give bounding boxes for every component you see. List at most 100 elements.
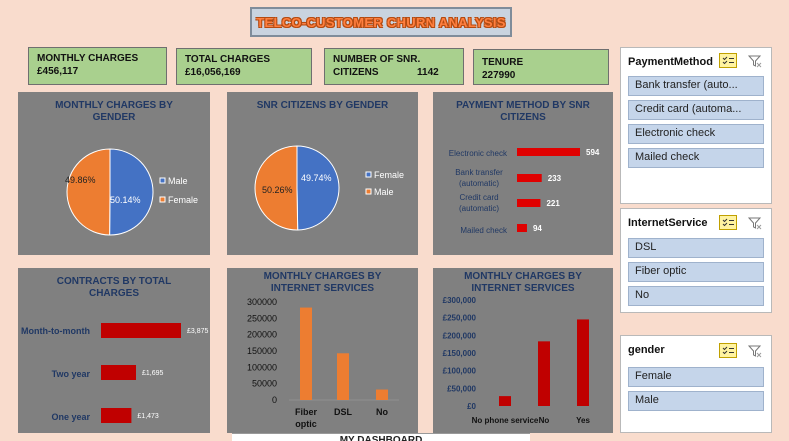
kpi-monthly-charges: MONTHLY CHARGES £456,117: [28, 47, 167, 85]
legend-label-female: Female: [374, 170, 404, 180]
category-label: Fiber optic: [295, 407, 318, 429]
legend-swatch-female: [159, 196, 166, 203]
chart-title: MONTHLY CHARGES BY INTERNET SERVICES: [464, 271, 582, 294]
pie-slice-male: [254, 145, 299, 231]
bar-mailed-check: [517, 224, 527, 232]
slicer-title: InternetService: [628, 217, 708, 229]
chart-panel-contracts: CONTRACTS BY TOTAL CHARGES Month-to-mont…: [18, 268, 210, 433]
category-label: Bank transfer (automatic): [455, 168, 503, 188]
slicer-item-no[interactable]: No: [628, 286, 764, 306]
legend-swatch-male: [365, 188, 372, 195]
kpi-total-charges: TOTAL CHARGES £16,056,169: [176, 48, 312, 85]
pie-slice-male: [109, 148, 154, 236]
pie-data-label: 49.74%: [301, 173, 332, 183]
bar-bank-transfer: [517, 174, 542, 182]
y-tick-label: 250000: [247, 313, 277, 323]
category-label: One year: [51, 412, 90, 422]
chart-title: MONTHLY CHARGES BY GENDER: [55, 100, 173, 123]
category-label: Electronic check: [449, 149, 508, 158]
slicer-item-bank-transfer[interactable]: Bank transfer (auto...: [628, 76, 764, 96]
bar-no: [538, 341, 550, 406]
bar-data-label: 233: [548, 174, 562, 183]
bar-chart-svg: Month-to-month Two year One year £3,875 …: [21, 323, 209, 423]
dashboard-title: TELCO-CUSTOMER CHURN ANALYSIS: [256, 14, 506, 30]
chart-title: MONTHLY CHARGES BY INTERNET SERVICES: [263, 271, 382, 294]
pie-data-label: 49.86%: [65, 175, 96, 185]
category-label: No: [376, 407, 388, 417]
y-tick-label: 150000: [247, 346, 277, 356]
bar-fiber-optic: [300, 307, 312, 400]
legend-label-female: Female: [168, 195, 198, 205]
slicer-title: gender: [628, 344, 665, 356]
category-label: Yes: [576, 416, 590, 425]
kpi-label: TOTAL CHARGES: [185, 54, 271, 65]
category-label: No: [539, 416, 550, 425]
pie-data-label: 50.14%: [110, 195, 141, 205]
pie-slice-female: [296, 145, 340, 231]
clear-filter-icon[interactable]: [748, 54, 762, 68]
bar-data-label: £1,473: [137, 413, 159, 420]
kpi-value: 227990: [482, 70, 516, 81]
y-tick-label: £250,000: [443, 314, 477, 323]
chart-panel-snr-citizens-gender: SNR CITIZENS BY GENDER 49.74% 50.26% Fem…: [227, 92, 418, 255]
chart-panel-monthly-charges-gender: MONTHLY CHARGES BY GENDER 50.14% 49.86% …: [18, 92, 210, 255]
legend-label-male: Male: [168, 176, 188, 186]
chart-title: CONTRACTS BY TOTAL CHARGES: [56, 276, 172, 299]
slicer-item-electronic-check[interactable]: Electronic check: [628, 124, 764, 144]
slicer-item-credit-card[interactable]: Credit card (automa...: [628, 100, 764, 120]
pie-chart-svg: 50.14% 49.86% Male Female: [65, 148, 198, 236]
chart-panel-phone-services: MONTHLY CHARGES BY INTERNET SERVICES £0 £…: [433, 268, 613, 433]
clear-filter-icon[interactable]: [748, 216, 762, 230]
slicer-item-male[interactable]: Male: [628, 391, 764, 411]
bar-yes: [577, 319, 589, 406]
slicer-internet-service[interactable]: InternetService DSL Fiber optic No: [620, 208, 772, 313]
kpi-value: 1142: [417, 67, 439, 78]
kpi-value: £456,117: [37, 66, 79, 77]
slicer-title: PaymentMethod: [628, 56, 713, 68]
kpi-tenure: TENURE 227990: [473, 49, 609, 85]
bar-no: [376, 389, 388, 400]
slicer-item-female[interactable]: Female: [628, 367, 764, 387]
legend-label-male: Male: [374, 187, 394, 197]
slicer-gender[interactable]: gender Female Male: [620, 335, 772, 433]
y-tick-label: 300000: [247, 297, 277, 307]
y-tick-label: £300,000: [443, 296, 477, 305]
y-tick-label: £100,000: [443, 367, 477, 376]
slicer-payment-method[interactable]: PaymentMethod Bank transfer (auto... Cre…: [620, 47, 772, 204]
clear-filter-icon[interactable]: [748, 344, 762, 358]
bar-one-year: [101, 408, 132, 423]
multi-select-icon[interactable]: [719, 215, 737, 230]
bar-data-label: £3,875: [187, 328, 209, 335]
category-label: DSL: [334, 407, 353, 417]
category-label: Mailed check: [460, 226, 508, 235]
kpi-label: NUMBER OF SNR. CITIZENS: [333, 54, 421, 78]
y-tick-label: 100000: [247, 362, 277, 372]
sheet-tab-my-dashboard[interactable]: MY DASHBOARD: [232, 433, 530, 441]
bar-no-phone-service: [499, 396, 511, 406]
slicer-item-mailed-check[interactable]: Mailed check: [628, 148, 764, 168]
bar-data-label: 94: [533, 224, 542, 233]
y-tick-label: £0: [467, 402, 476, 411]
pie-chart-svg: 49.74% 50.26% Female Male: [254, 145, 404, 231]
legend-swatch-male: [159, 177, 166, 184]
pie-slice-female: [66, 148, 111, 236]
bar-chart-svg: Electronic check Bank transfer (automatic…: [449, 148, 600, 235]
multi-select-icon[interactable]: [719, 343, 737, 358]
slicer-item-fiber-optic[interactable]: Fiber optic: [628, 262, 764, 282]
bar-data-label: 594: [586, 148, 600, 157]
category-label: Month-to-month: [21, 326, 90, 336]
y-tick-label: £150,000: [443, 349, 477, 358]
kpi-label: TENURE: [482, 57, 524, 68]
category-label: Credit card (automatic): [459, 193, 499, 213]
slicer-item-dsl[interactable]: DSL: [628, 238, 764, 258]
legend-swatch-female: [365, 171, 372, 178]
dashboard-title-box: TELCO-CUSTOMER CHURN ANALYSIS: [250, 7, 512, 37]
kpi-value: £16,056,169: [185, 67, 241, 78]
kpi-label: MONTHLY CHARGES: [37, 53, 139, 64]
multi-select-icon[interactable]: [719, 53, 737, 68]
chart-title: PAYMENT METHOD BY SNR CITIZENS: [456, 100, 590, 123]
bar-electronic-check: [517, 148, 580, 156]
bar-credit-card: [517, 199, 541, 207]
bar-data-label: £1,695: [142, 370, 164, 377]
chart-title: SNR CITIZENS BY GENDER: [256, 100, 389, 111]
